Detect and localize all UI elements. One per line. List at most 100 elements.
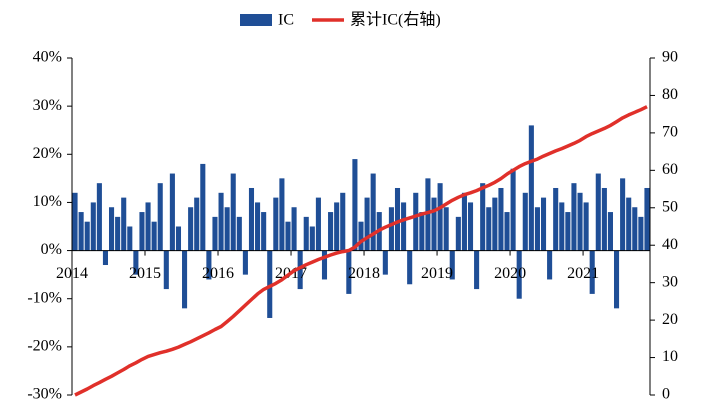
bar [425, 178, 431, 251]
bar [315, 197, 321, 251]
bar [121, 197, 127, 251]
bar [474, 250, 480, 290]
bar [382, 250, 388, 275]
bar [601, 187, 607, 251]
bar [133, 250, 139, 275]
x-tick-label: 2018 [348, 265, 380, 282]
y-tick-label: -30% [27, 386, 62, 403]
y2-tick-label: 0 [662, 386, 670, 403]
legend-item: 累计IC(右轴) [312, 11, 441, 29]
bar [218, 192, 224, 251]
bar [431, 197, 437, 251]
bar [242, 250, 248, 275]
x-tick-label: 2016 [202, 265, 234, 282]
bar [480, 183, 486, 251]
bar [455, 216, 461, 251]
bar [328, 212, 334, 251]
bar [230, 173, 236, 251]
bar [540, 197, 547, 251]
bar [255, 202, 261, 251]
bar [340, 192, 346, 251]
bar [163, 250, 169, 290]
legend-label: IC [278, 12, 294, 29]
x-tick-label: 2021 [567, 265, 599, 282]
bar [528, 125, 534, 251]
bar [492, 197, 498, 251]
y-tick-label: -20% [27, 338, 62, 355]
x-tick-label: 2019 [421, 265, 453, 282]
bar [394, 187, 401, 251]
bar [516, 250, 522, 299]
bar [644, 187, 650, 251]
bar [522, 192, 528, 251]
bar [309, 226, 315, 251]
bar [303, 216, 309, 251]
y-tick-label: 40% [33, 49, 62, 66]
bar [200, 163, 206, 251]
legend-label: 累计IC(右轴) [350, 11, 441, 29]
bar [510, 168, 516, 251]
bar [212, 216, 218, 251]
bar [285, 221, 291, 251]
bar [547, 250, 553, 280]
bar [577, 192, 583, 251]
bar [72, 192, 78, 251]
legend-item: IC [240, 12, 294, 29]
bar [364, 197, 370, 251]
bar [413, 192, 419, 251]
bar [224, 207, 230, 251]
bar [583, 202, 589, 251]
cumulative-line [74, 105, 648, 397]
bar [109, 207, 115, 251]
bar [145, 202, 151, 251]
legend-swatch [240, 14, 272, 26]
bar [115, 216, 121, 251]
y-tick-label: 0% [41, 241, 62, 258]
bar [370, 173, 376, 251]
bar [559, 202, 565, 251]
bar [261, 212, 267, 251]
bar [437, 183, 443, 251]
bar [102, 250, 109, 266]
bar [504, 212, 510, 251]
bar [206, 250, 212, 280]
bar [169, 173, 175, 251]
y2-tick-label: 10 [662, 348, 678, 365]
bar [151, 221, 157, 251]
y2-tick-label: 60 [662, 161, 678, 178]
bar [267, 250, 273, 318]
bar [279, 178, 285, 251]
y-tick-label: 20% [33, 145, 62, 162]
bar [571, 183, 577, 251]
bar [248, 187, 255, 251]
x-tick-label: 2014 [56, 265, 88, 282]
bar [607, 212, 613, 251]
bar [620, 178, 626, 251]
bar [297, 250, 303, 290]
bar [78, 212, 84, 251]
bar [626, 197, 632, 251]
bar [182, 250, 188, 309]
bar [565, 212, 571, 251]
bar [96, 183, 102, 251]
bar [443, 207, 449, 251]
bar [236, 216, 242, 251]
bar [407, 250, 413, 285]
bar [534, 207, 540, 251]
bar [90, 202, 96, 251]
bar [467, 202, 474, 251]
bar [352, 159, 358, 251]
x-tick-label: 2015 [129, 265, 161, 282]
bar [321, 250, 328, 280]
bar [461, 192, 467, 251]
bar [127, 226, 133, 251]
bar [632, 207, 638, 251]
y2-tick-label: 80 [662, 86, 678, 103]
bar [449, 250, 455, 280]
bar [334, 202, 340, 251]
bar [273, 197, 279, 251]
bar [613, 250, 620, 309]
y2-tick-label: 30 [662, 273, 678, 290]
bar [291, 207, 297, 251]
